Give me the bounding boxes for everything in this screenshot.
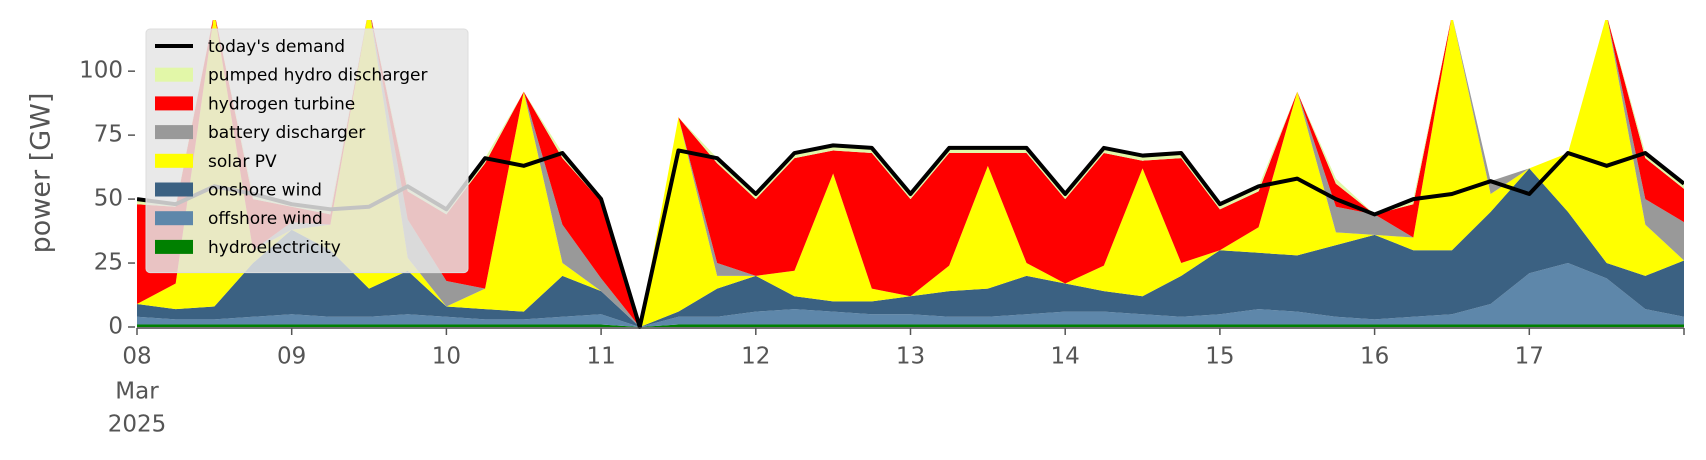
y-tick-label: 50 [94, 186, 123, 212]
x-tick-label: 14 [1051, 344, 1080, 370]
legend-box [145, 28, 469, 274]
y-tick-label: 100 [79, 58, 123, 84]
y-axis-label: power [GW] [26, 93, 57, 254]
x-tick-label: 11 [586, 344, 615, 370]
y-tick-label: 0 [108, 314, 123, 340]
legend-label: hydrogen turbine [208, 94, 355, 114]
legend-label: pumped hydro discharger [208, 66, 427, 86]
legend-label: onshore wind [208, 181, 322, 201]
x-tick-label: 08 [122, 344, 151, 370]
legend-label: today's demand [208, 37, 345, 57]
y-tick-label: 75 [94, 122, 123, 148]
legend-patch [155, 182, 193, 197]
legend-patch [155, 96, 193, 111]
area [137, 168, 1684, 327]
x-tick-label: 13 [896, 344, 925, 370]
x-tick-label: 09 [277, 344, 306, 370]
legend-label: hydroelectricity [208, 238, 341, 258]
plot-area [137, 20, 1684, 329]
x-sublabel: 2025 [108, 412, 167, 438]
x-tick-label: 15 [1205, 344, 1234, 370]
legend-patch [155, 211, 193, 226]
legend-label: solar PV [208, 152, 277, 172]
x-tick-label: 12 [741, 344, 770, 370]
legend-patch [155, 67, 193, 82]
area [137, 20, 1684, 327]
legend-patch [155, 153, 193, 168]
x-tick-label: 17 [1515, 344, 1544, 370]
x-tick-label: 10 [432, 344, 461, 370]
y-tick-label: 25 [94, 250, 123, 276]
area [137, 324, 1684, 327]
x-tick-label: 16 [1360, 344, 1389, 370]
area [137, 20, 1684, 327]
legend-label: offshore wind [208, 209, 323, 229]
x-sublabel: Mar [115, 379, 159, 405]
legend-label: battery discharger [208, 123, 365, 143]
legend-patch [155, 239, 193, 254]
legend-patch [155, 125, 193, 140]
